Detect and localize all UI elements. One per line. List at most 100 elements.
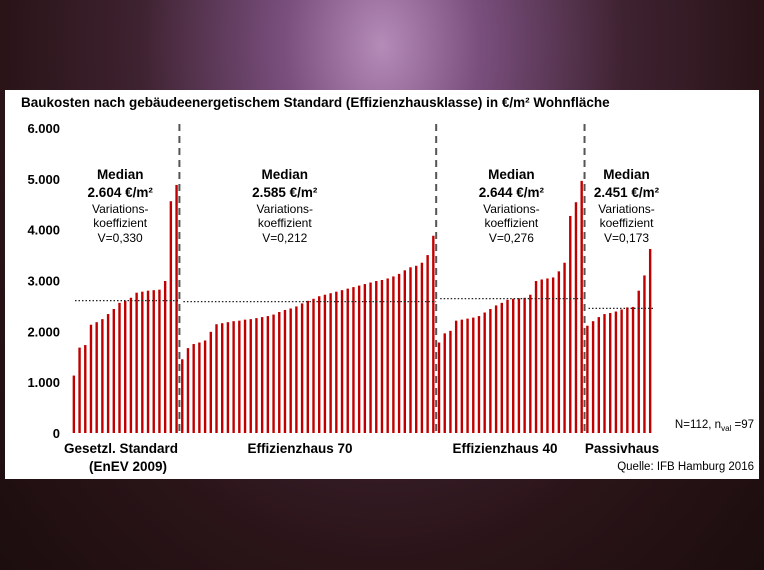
bar <box>494 305 498 433</box>
y-tick-label: 2.000 <box>27 324 60 339</box>
bar <box>129 297 133 433</box>
chart-svg: 0 1.000 2.000 3.000 4.000 5.000 6.000 Median 2.6… <box>27 121 754 474</box>
bar <box>437 342 441 433</box>
category-label: (EnEV 2009) <box>89 459 167 474</box>
bar <box>609 313 612 433</box>
bar <box>278 312 281 433</box>
bar <box>78 347 81 433</box>
bar <box>266 316 270 433</box>
y-tick-label: 5.000 <box>27 172 60 187</box>
bar <box>112 308 115 433</box>
bar <box>403 270 406 433</box>
bar <box>163 281 167 433</box>
bar <box>512 298 515 433</box>
bar <box>574 202 578 433</box>
variation-label: koeffizient <box>93 216 147 230</box>
bar <box>249 319 252 433</box>
bar <box>626 307 629 433</box>
variation-label: koeffizient <box>258 216 312 230</box>
median-value: 2.644 €/m² <box>479 185 545 200</box>
bar <box>603 314 606 433</box>
bar <box>489 308 492 433</box>
bar <box>72 375 76 433</box>
bar <box>443 333 446 433</box>
sample-size-note: N=112, nval =97 <box>675 419 754 433</box>
median-value: 2.585 €/m² <box>252 185 318 200</box>
median-label: Median <box>97 167 144 182</box>
bar <box>517 298 521 433</box>
bar <box>466 318 469 434</box>
variation-label: Variations- <box>92 202 148 216</box>
bar <box>306 300 309 433</box>
variation-coefficient: V=0,212 <box>262 231 307 245</box>
bar <box>106 314 110 433</box>
bar <box>118 302 121 433</box>
bar <box>221 323 224 433</box>
bar <box>89 324 93 433</box>
bar <box>289 308 292 433</box>
median-value: 2.604 €/m² <box>88 185 154 200</box>
source-note: Quelle: IFB Hamburg 2016 <box>617 461 754 473</box>
chart-title: Baukosten nach gebäudeenergetischem Stan… <box>21 95 610 110</box>
bar <box>135 292 138 433</box>
bar <box>238 320 241 433</box>
bar <box>101 319 104 433</box>
variation-label: koeffizient <box>600 216 654 230</box>
median-label: Median <box>488 167 535 182</box>
bar <box>386 278 389 433</box>
bar <box>312 298 315 433</box>
median-label: Median <box>262 167 309 182</box>
bar <box>243 319 247 433</box>
bar <box>432 235 435 433</box>
bar <box>500 302 503 433</box>
bar <box>620 309 623 433</box>
bar <box>557 271 561 433</box>
y-tick-label: 6.000 <box>27 121 60 136</box>
variation-label: Variations- <box>483 202 539 216</box>
bar <box>175 184 178 433</box>
bar <box>283 309 287 433</box>
bar <box>232 321 235 433</box>
bar <box>415 265 418 433</box>
bar <box>215 324 218 433</box>
bar <box>580 180 583 433</box>
variation-coefficient: V=0,330 <box>98 231 143 245</box>
bar <box>460 319 464 433</box>
bar <box>375 281 378 433</box>
median-label: Median <box>603 167 650 182</box>
bar <box>523 297 526 433</box>
variation-coefficient: V=0,173 <box>604 231 649 245</box>
bar <box>637 290 640 433</box>
bar <box>141 291 144 433</box>
bar <box>586 325 589 433</box>
bar <box>506 299 509 433</box>
bar <box>300 303 304 434</box>
bar <box>255 318 258 433</box>
bar <box>563 262 566 433</box>
bar <box>84 345 87 433</box>
bar <box>420 262 424 433</box>
category-label: Gesetzl. Standard <box>64 441 178 456</box>
bar <box>260 317 264 433</box>
median-value: 2.451 €/m² <box>594 185 660 200</box>
bar <box>329 293 332 433</box>
category-label: Effizienzhaus 70 <box>247 441 352 456</box>
bar <box>449 330 452 433</box>
category-label: Passivhaus <box>585 441 659 456</box>
bar <box>540 279 543 433</box>
bar <box>192 344 195 433</box>
bar <box>95 322 98 433</box>
y-tick-label: 3.000 <box>27 274 60 289</box>
bar <box>146 290 150 433</box>
bar <box>152 290 155 433</box>
bar <box>551 277 555 433</box>
bar <box>318 296 321 433</box>
bar <box>186 348 190 433</box>
bar <box>226 322 230 433</box>
bar <box>198 342 201 433</box>
bar <box>614 311 618 433</box>
bar <box>124 300 127 433</box>
bar <box>295 306 298 433</box>
bar <box>346 288 349 433</box>
bar <box>409 267 412 433</box>
